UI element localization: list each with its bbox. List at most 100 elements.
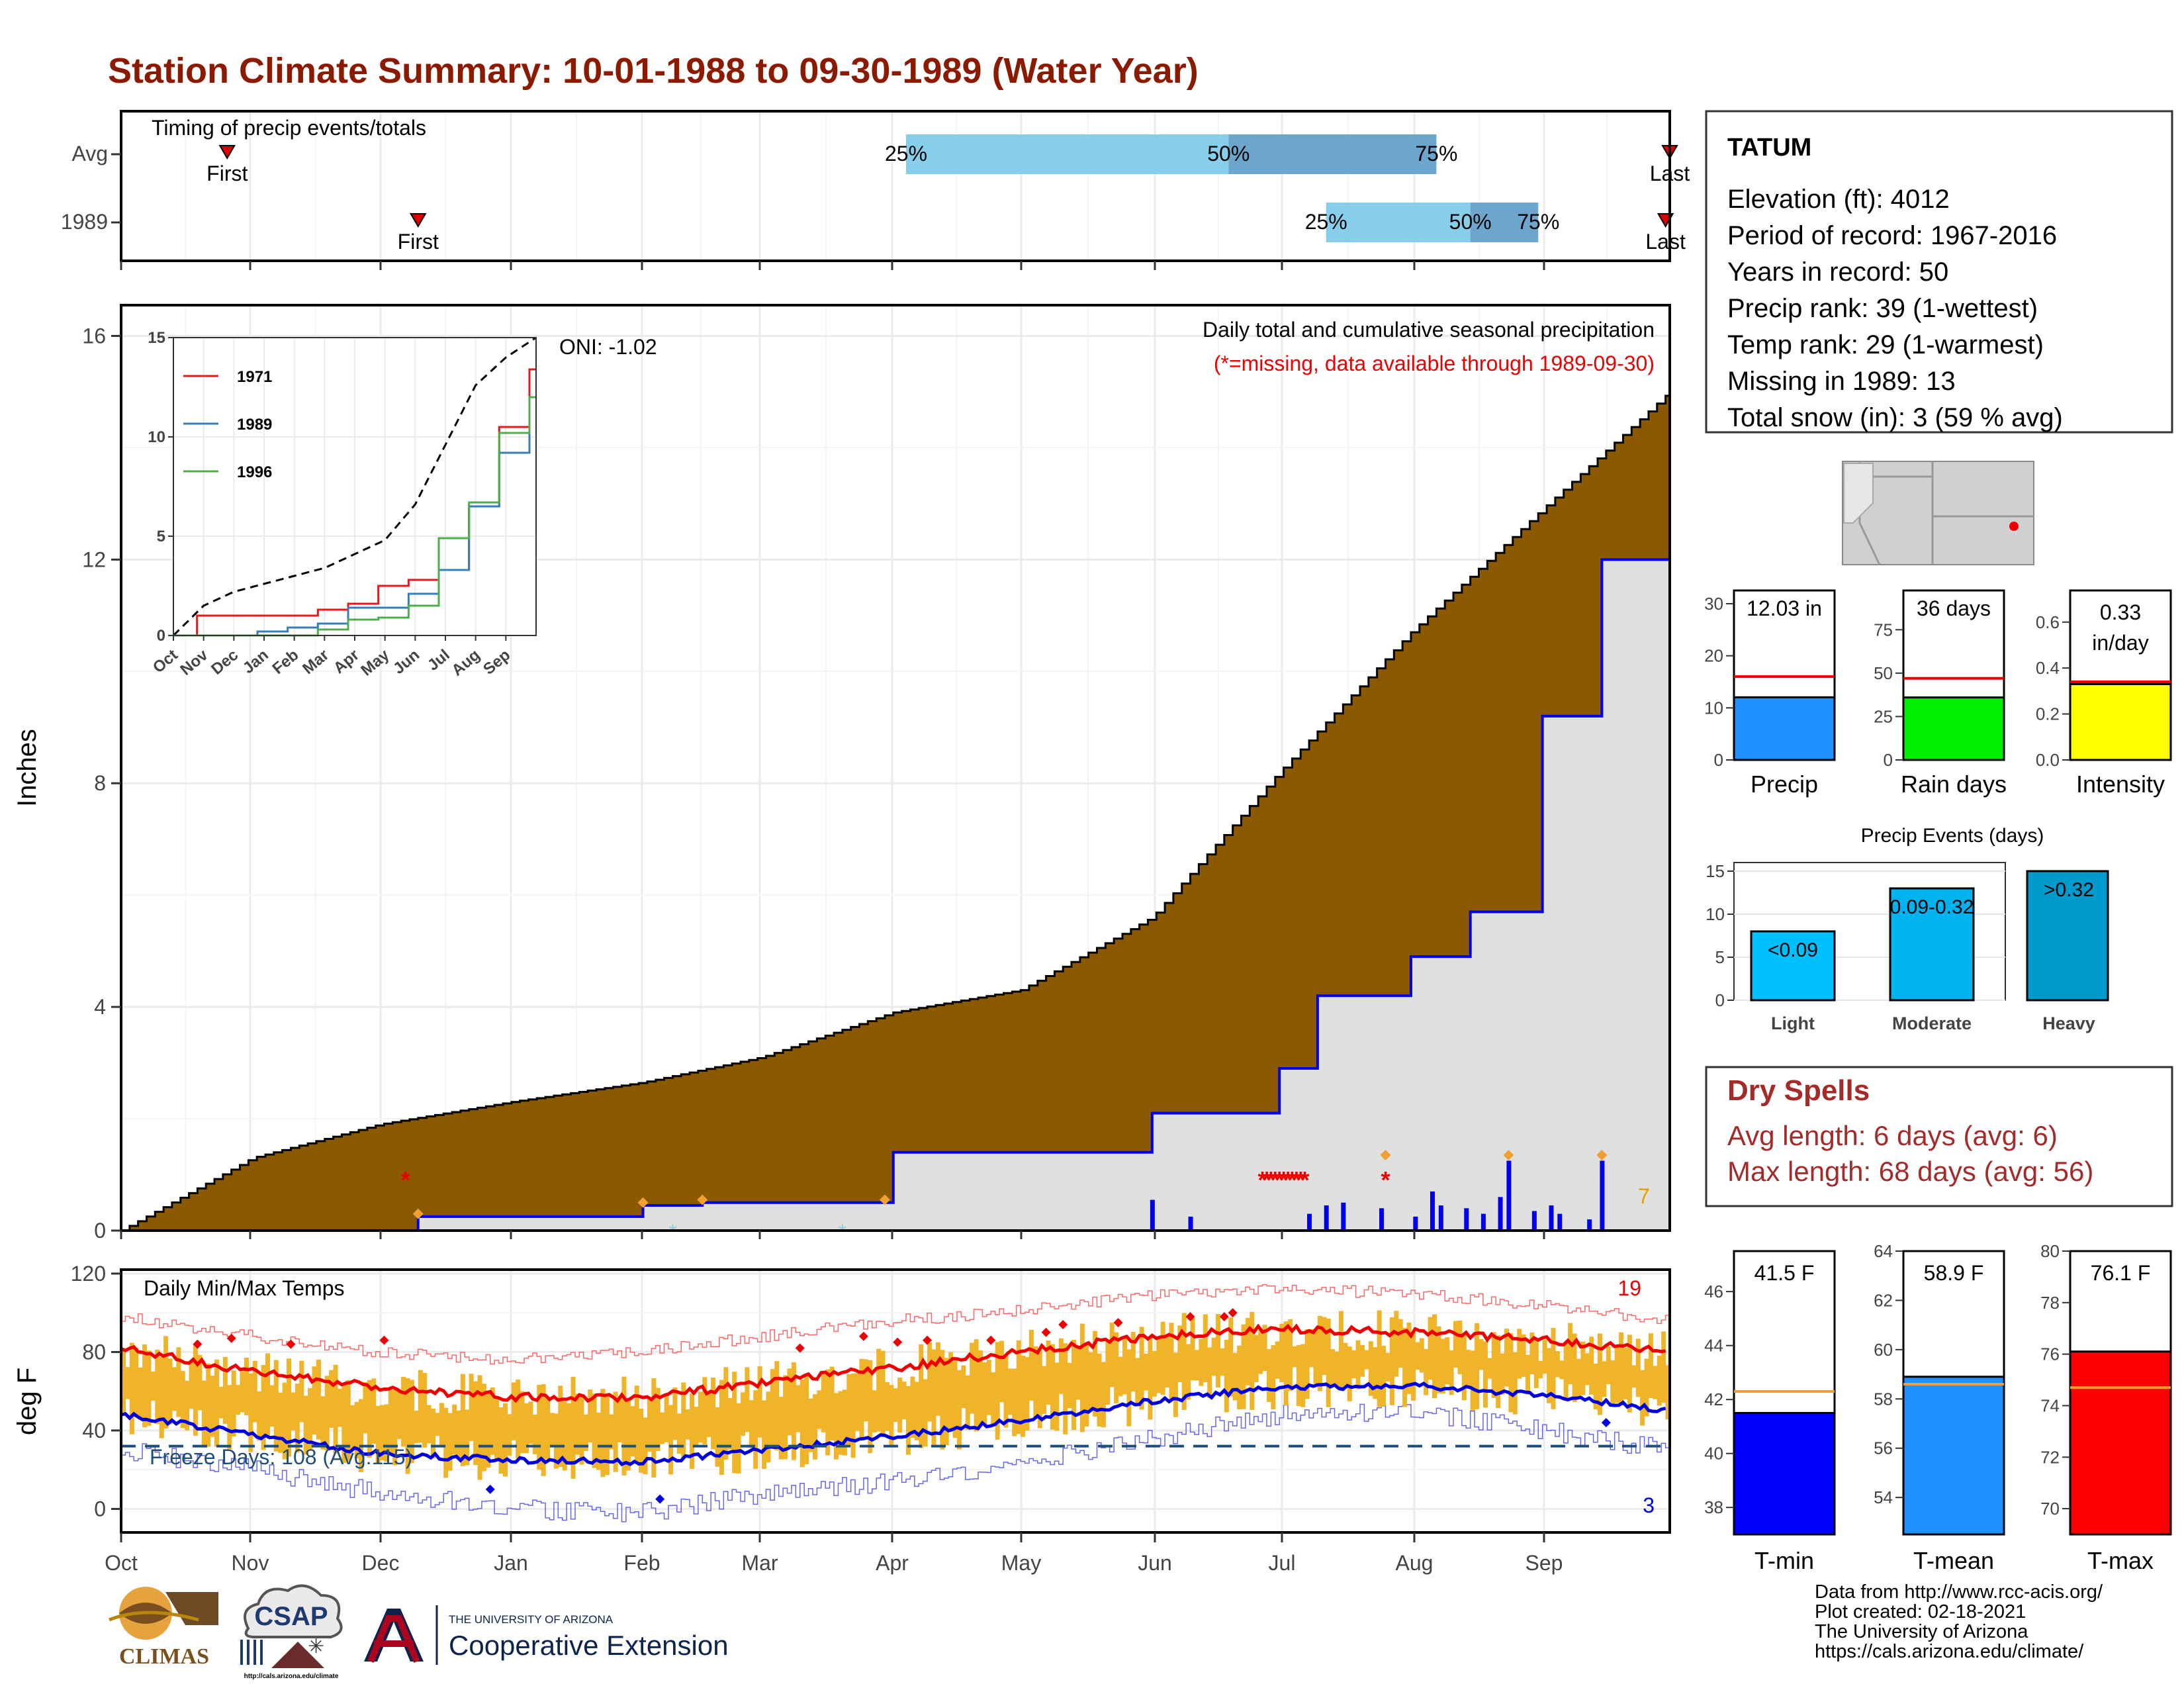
dry-spells-avg: Avg length: 6 days (avg: 6) (1727, 1120, 2058, 1151)
daily-temp-bar (1211, 1337, 1216, 1376)
precip-event-category-label: Light (1771, 1013, 1815, 1033)
daily-temp-bar (1024, 1356, 1030, 1431)
timing-bar-25-50 (1326, 203, 1471, 242)
daily-temp-bar (244, 1358, 249, 1415)
daily-temp-bar (1355, 1340, 1361, 1389)
daily-temp-bar (363, 1382, 368, 1434)
daily-temp-bar (1326, 1318, 1331, 1407)
daily-temp-bar (846, 1374, 852, 1447)
mini-y-tick-label: 75 (1874, 620, 1893, 639)
daily-temp-bar (465, 1409, 470, 1466)
daily-temp-bar (1338, 1311, 1343, 1391)
temp-summary-value-label: 41.5 F (1754, 1261, 1815, 1285)
daily-temp-bar (248, 1373, 253, 1452)
y-tick-label: 10 (1706, 904, 1725, 924)
daily-temp-bar (1130, 1331, 1136, 1392)
mini-bar-chart-1: 0 10 20 30 12.03 in Precip (1704, 589, 1836, 798)
daily-temp-bar (1364, 1350, 1369, 1370)
daily-temp-bar (295, 1383, 300, 1453)
daily-temp-bar (291, 1392, 296, 1430)
daily-temp-bar (901, 1382, 907, 1420)
daily-temp-bar (791, 1362, 796, 1460)
daily-temp-bar (706, 1391, 711, 1437)
daily-precip-bar (1379, 1208, 1385, 1231)
timing-first-label: First (206, 162, 248, 185)
inset-y-tick-label: 0 (157, 627, 165, 645)
daily-temp-bar (685, 1409, 690, 1440)
daily-temp-bar (193, 1344, 198, 1436)
mini-bar-value-label: in/day (2092, 631, 2148, 655)
mini-y-tick-label: 30 (1704, 594, 1723, 614)
daily-temp-bar (359, 1399, 364, 1472)
daily-temp-bar (1088, 1352, 1093, 1412)
daily-temp-bar (1173, 1352, 1178, 1417)
daily-temp-bar (206, 1363, 211, 1447)
daily-temp-bar (1584, 1353, 1590, 1385)
daily-temp-bar (1309, 1329, 1314, 1368)
missing-day-marker: * (1271, 1166, 1280, 1194)
daily-temp-bar (333, 1364, 338, 1454)
snow-event-marker (1380, 1149, 1391, 1160)
daily-temp-bar (431, 1409, 436, 1459)
daily-temp-bar (201, 1380, 206, 1448)
record-high-marker (893, 1337, 903, 1347)
daily-temp-bar (1007, 1368, 1013, 1415)
record-high-marker (1185, 1312, 1195, 1322)
daily-temp-bar (863, 1359, 868, 1422)
timing-bar-50-75 (1470, 203, 1539, 242)
mini-bar-value (1902, 696, 2005, 761)
x-tick-label: Jul (1269, 1551, 1296, 1575)
snow-event-markers: * * (412, 1149, 1608, 1244)
daily-temp-bar (273, 1360, 279, 1452)
y-tick-label: 58 (1874, 1389, 1893, 1409)
daily-temp-bar (502, 1403, 508, 1477)
daily-temp-bar (1377, 1310, 1382, 1407)
daily-temp-bar (1330, 1349, 1336, 1387)
y-tick-label: 74 (2040, 1395, 2060, 1415)
daily-temp-bar (897, 1378, 903, 1433)
x-tick-label: Oct (105, 1551, 138, 1575)
summary-bar-charts: 0 10 20 30 12.03 in Precip 0 25 50 75 36 days Rain … (1704, 589, 2172, 798)
daily-temp-bar (1496, 1335, 1501, 1409)
daily-temp-bar (1402, 1327, 1408, 1407)
x-tick-label: Jun (1138, 1551, 1172, 1575)
daily-temp-bar (1491, 1332, 1496, 1398)
daily-precip-bar (1600, 1160, 1605, 1231)
daily-temp-bar (1194, 1350, 1199, 1381)
daily-temp-bar (1610, 1360, 1615, 1406)
daily-temp-bar (1266, 1349, 1271, 1402)
daily-temp-bar (931, 1349, 936, 1445)
snow-marker: * (839, 1220, 846, 1244)
daily-temp-bar (1475, 1323, 1480, 1409)
daily-temp-bar (1042, 1366, 1047, 1414)
daily-temp-bar (825, 1369, 831, 1456)
daily-temp-bar (1152, 1350, 1157, 1397)
precip-event-value-label: <0.09 (1768, 939, 1818, 961)
daily-precip-bar (1188, 1216, 1193, 1231)
daily-temp-bar (180, 1371, 185, 1429)
y-tick-label: 0 (94, 1497, 106, 1521)
temp-panel-title: Daily Min/Max Temps (144, 1276, 344, 1300)
daily-temp-bar (1148, 1337, 1153, 1420)
daily-temp-bar (817, 1390, 822, 1429)
daily-temp-bar (711, 1378, 716, 1450)
mini-y-tick-label: 0 (1884, 750, 1893, 770)
daily-temp-bar (214, 1359, 220, 1447)
daily-temp-bar (727, 1397, 733, 1450)
y-tick-label: 40 (1704, 1444, 1723, 1464)
daily-temp-bar (1054, 1362, 1060, 1431)
daily-temp-bar (639, 1408, 644, 1473)
daily-temp-bar (778, 1397, 784, 1460)
daily-temp-bar (287, 1358, 292, 1457)
record-high-marker (986, 1335, 996, 1345)
record-high-marker (286, 1339, 296, 1349)
record-high-marker (1219, 1312, 1229, 1322)
daily-temp-bar (1012, 1368, 1017, 1436)
x-tick-label: Dec (362, 1551, 400, 1575)
daily-temp-bar (1109, 1323, 1115, 1387)
daily-temp-bar (600, 1389, 606, 1477)
daily-temp-bar (1343, 1342, 1348, 1387)
daily-temp-bar (549, 1413, 555, 1447)
daily-temp-bar (142, 1344, 148, 1428)
daily-temp-bar (702, 1377, 707, 1445)
